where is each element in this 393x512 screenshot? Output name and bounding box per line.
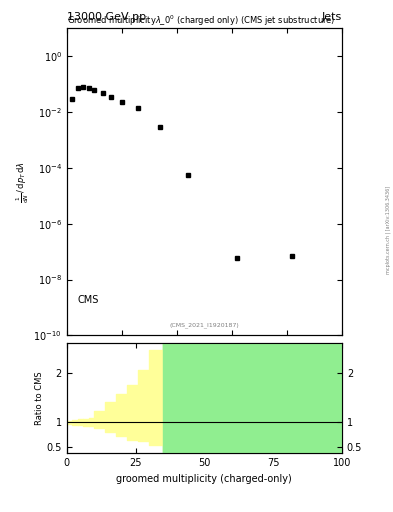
Text: CMS: CMS — [78, 295, 99, 306]
Text: Groomed multiplicity$\lambda\_0^0$ (charged only) (CMS jet substructure): Groomed multiplicity$\lambda\_0^0$ (char… — [67, 14, 335, 28]
Text: (CMS_2021_I1920187): (CMS_2021_I1920187) — [169, 322, 239, 328]
Text: Jets: Jets — [321, 11, 342, 22]
Text: mcplots.cern.ch | [arXiv:1306.3436]: mcplots.cern.ch | [arXiv:1306.3436] — [386, 186, 391, 274]
Text: 13000 GeV pp: 13000 GeV pp — [67, 11, 146, 22]
Y-axis label: $\frac{1}{\mathrm{d}N}\,/\,\mathrm{d}p_T\,\mathrm{d}\lambda$: $\frac{1}{\mathrm{d}N}\,/\,\mathrm{d}p_T… — [14, 161, 31, 203]
Y-axis label: Ratio to CMS: Ratio to CMS — [35, 371, 44, 425]
X-axis label: groomed multiplicity (charged-only): groomed multiplicity (charged-only) — [116, 474, 292, 483]
